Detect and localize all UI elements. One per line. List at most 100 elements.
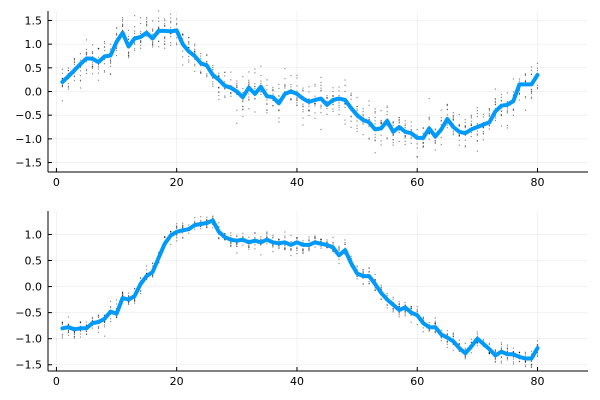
scatter-dot [422,127,424,129]
scatter-dot [458,350,460,353]
scatter-dot [296,85,298,87]
scatter-dot [434,142,436,144]
scatter-dot [524,354,527,356]
scatter-dot [194,220,196,222]
scatter-dot [392,142,394,144]
scatter-dot [85,324,88,326]
scatter-dot [109,60,112,62]
scatter-dot [344,102,346,105]
scatter-dot [374,139,376,141]
scatter-dot [272,244,274,246]
scatter-dot [344,243,346,245]
scatter-dot [398,116,400,119]
x-tick-label: 20 [170,375,184,388]
scatter-dot [428,329,430,331]
scatter-dot [272,105,274,107]
scatter-dot [500,93,503,96]
scatter-dot [320,238,322,241]
scatter-dot [230,92,232,94]
scatter-dot [236,242,238,244]
scatter-dot [97,328,100,330]
scatter-dot [320,247,322,249]
scatter-dot [73,79,76,82]
scatter-dot [404,126,406,129]
scatter-dot [152,46,154,48]
scatter-dot [500,114,503,117]
scatter-dot [368,270,370,272]
scatter-dot [452,112,454,114]
scatter-dot [326,247,328,249]
scatter-dot [176,226,178,228]
scatter-dot [404,135,406,137]
scatter-dot [500,99,503,101]
scatter-dot [158,251,160,253]
scatter-dot [194,50,196,52]
scatter-dot [61,84,64,86]
scatter-dot [356,265,358,267]
scatter-dot [518,89,521,91]
scatter-dot [218,226,220,228]
scatter-dot [464,125,466,127]
scatter-dot [109,318,112,320]
scatter-dot [176,44,178,46]
scatter-dot [494,349,496,351]
scatter-dot [218,98,220,101]
scatter-dot [272,245,274,247]
scatter-dot [380,110,382,112]
scatter-dot [398,305,400,308]
scatter-dot [85,39,88,41]
scatter-dot [512,108,515,110]
mean-line [60,218,540,361]
scatter-dot [344,84,346,87]
scatter-dot [386,118,388,120]
scatter-dot [218,91,220,94]
scatter-dot [494,88,496,90]
scatter-dot [470,124,472,126]
scatter-dot [386,138,388,140]
scatter-dot [494,361,496,363]
scatter-dot [428,117,430,119]
scatter-dot [103,42,106,45]
scatter-dot [146,278,148,280]
scatter-dot [61,77,64,80]
scatter-dot [398,316,400,318]
scatter-dot [410,136,412,138]
scatter-dot [133,288,136,290]
scatter-dot [284,237,286,239]
scatter-dot [476,112,478,115]
scatter-dot [428,132,430,134]
scatter-dot [500,96,503,98]
scatter-dot [121,17,124,19]
scatter-dot [308,248,310,251]
scatter-dot [500,114,503,116]
scatter-dot [67,69,70,72]
scatter-dot [410,137,412,139]
scatter-dot [428,97,430,100]
scatter-dot [320,90,322,92]
scatter-dot [506,127,509,129]
scatter-dot [170,230,172,233]
scatter-dot [121,23,124,25]
scatter-dot [296,97,298,99]
scatter-dot [164,40,166,42]
y-tick-label: 1.0 [25,38,43,51]
scatter-dot [452,117,454,119]
scatter-dot [302,103,304,105]
y-tick-label: 1.0 [25,228,43,241]
scatter-dot [302,87,304,89]
scatter-dot [446,330,448,332]
scatter-dot [326,97,328,100]
scatter-dot [416,134,418,136]
scatter-dot [512,351,515,353]
scatter-dot [212,83,214,85]
scatter-dot [266,109,268,111]
scatter-dot [248,248,250,250]
scatter-dot [278,87,280,89]
scatter-dot [236,93,238,95]
scatter-dot [290,240,292,243]
scatter-dot [296,246,298,248]
scatter-dot [338,113,340,116]
scatter-dot [320,84,322,86]
mean-line [60,28,540,140]
scatter-dot [248,98,250,100]
